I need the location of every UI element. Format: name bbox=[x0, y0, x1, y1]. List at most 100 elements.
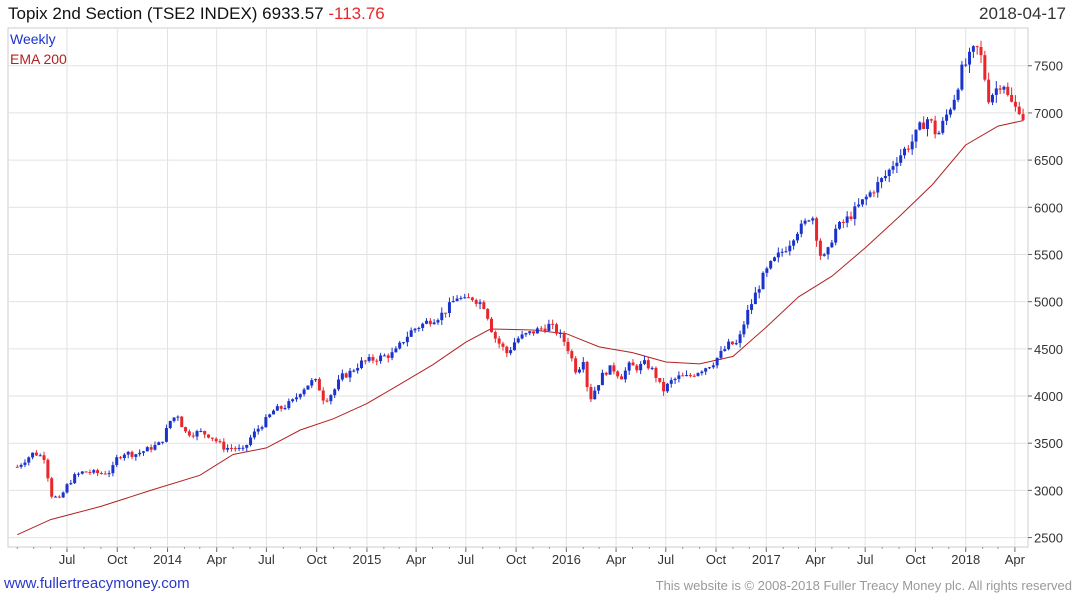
candle-body bbox=[822, 254, 826, 256]
candle-body bbox=[742, 324, 746, 335]
candle-body bbox=[987, 79, 991, 103]
y-tick-label: 6500 bbox=[1034, 153, 1063, 168]
ema-layer bbox=[17, 120, 1024, 536]
candle-body bbox=[111, 465, 115, 474]
x-tick-label: Apr bbox=[1005, 552, 1026, 567]
candle-body bbox=[138, 452, 142, 455]
candle-body bbox=[207, 434, 211, 438]
chart-title: Topix 2nd Section (TSE2 INDEX) 6933.57 -… bbox=[8, 4, 385, 24]
candle-body bbox=[807, 220, 811, 222]
x-tick-label: Oct bbox=[706, 552, 727, 567]
candle-body bbox=[539, 328, 543, 330]
candle-body bbox=[620, 376, 624, 380]
candle-body bbox=[562, 332, 566, 342]
candle-body bbox=[738, 334, 742, 344]
y-tick-label: 7000 bbox=[1034, 106, 1063, 121]
price-change: -113.76 bbox=[328, 4, 385, 23]
x-tick-label: Oct bbox=[107, 552, 128, 567]
candle-body bbox=[841, 222, 845, 224]
candle-body bbox=[34, 452, 38, 456]
candle-body bbox=[99, 473, 103, 475]
candle-body bbox=[451, 301, 455, 303]
candle-body bbox=[730, 341, 734, 345]
legend-ema: EMA 200 bbox=[10, 51, 67, 67]
candle-body bbox=[880, 178, 884, 183]
y-tick-label: 3000 bbox=[1034, 483, 1063, 498]
candle-body bbox=[352, 370, 356, 372]
candle-body bbox=[815, 218, 819, 241]
title-text: Topix 2nd Section (TSE2 INDEX) 6933.57 bbox=[8, 4, 324, 23]
candle-body bbox=[1013, 101, 1017, 107]
candle-body bbox=[38, 455, 42, 457]
candle-body bbox=[122, 454, 126, 459]
candle-body bbox=[88, 472, 92, 474]
candle-body bbox=[249, 437, 253, 445]
candle-body bbox=[704, 368, 708, 372]
candle-body bbox=[187, 431, 191, 436]
candle-body bbox=[792, 240, 796, 246]
candle-body bbox=[685, 375, 689, 377]
candle-body bbox=[141, 451, 145, 453]
candle-body bbox=[164, 428, 168, 442]
candle-body bbox=[857, 204, 861, 207]
candle-body bbox=[245, 444, 249, 448]
candle-body bbox=[830, 242, 834, 248]
candle-body bbox=[157, 442, 161, 445]
candle-body bbox=[681, 375, 685, 377]
candle-body bbox=[558, 332, 562, 334]
candle-body bbox=[252, 431, 256, 438]
candle-body bbox=[677, 375, 681, 379]
candle-body bbox=[727, 341, 731, 350]
candle-body bbox=[757, 289, 761, 293]
candle-body bbox=[455, 298, 459, 302]
candle-body bbox=[19, 464, 23, 467]
candle-body bbox=[226, 447, 230, 450]
x-tick-label: 2016 bbox=[552, 552, 581, 567]
candle-body bbox=[371, 357, 375, 361]
candle-body bbox=[436, 320, 440, 323]
candle-body bbox=[891, 166, 895, 170]
candle-body bbox=[983, 55, 987, 80]
candle-body bbox=[834, 228, 838, 243]
candle-body bbox=[340, 373, 344, 380]
candle-body bbox=[203, 430, 207, 435]
candle-body bbox=[272, 410, 276, 415]
candle-body bbox=[673, 378, 677, 381]
x-tick-label: Jul bbox=[458, 552, 475, 567]
candle-body bbox=[402, 342, 406, 344]
candle-body bbox=[486, 308, 490, 319]
candle-body bbox=[409, 330, 413, 337]
candle-body bbox=[76, 473, 80, 475]
candle-body bbox=[799, 223, 803, 234]
candle-body bbox=[92, 470, 96, 473]
candle-body bbox=[42, 455, 46, 460]
candle-body bbox=[627, 362, 631, 371]
candle-body bbox=[283, 408, 287, 410]
candle-body bbox=[344, 373, 348, 378]
candle-body bbox=[1021, 114, 1025, 120]
candle-body bbox=[971, 46, 975, 52]
candle-body bbox=[84, 471, 88, 473]
candle-body bbox=[899, 155, 903, 163]
candle-body bbox=[581, 361, 585, 370]
candle-body bbox=[298, 394, 302, 398]
candle-body bbox=[440, 312, 444, 321]
candle-body bbox=[493, 332, 497, 339]
candle-body bbox=[883, 175, 887, 179]
candle-body bbox=[291, 399, 295, 402]
candle-body bbox=[444, 312, 448, 314]
candle-body bbox=[180, 416, 184, 428]
candle-body bbox=[386, 355, 390, 358]
candle-body bbox=[478, 302, 482, 304]
candle-body bbox=[623, 370, 627, 380]
candle-body bbox=[849, 216, 853, 219]
plot-area bbox=[7, 27, 1029, 548]
candle-body bbox=[864, 196, 868, 200]
candle-body bbox=[229, 447, 233, 449]
site-link[interactable]: www.fullertreacymoney.com bbox=[4, 575, 190, 592]
candle-body bbox=[73, 474, 77, 484]
x-tick-label: Apr bbox=[805, 552, 826, 567]
candle-body bbox=[826, 247, 830, 255]
x-tick-label: 2017 bbox=[752, 552, 781, 567]
candle-body bbox=[948, 109, 952, 115]
